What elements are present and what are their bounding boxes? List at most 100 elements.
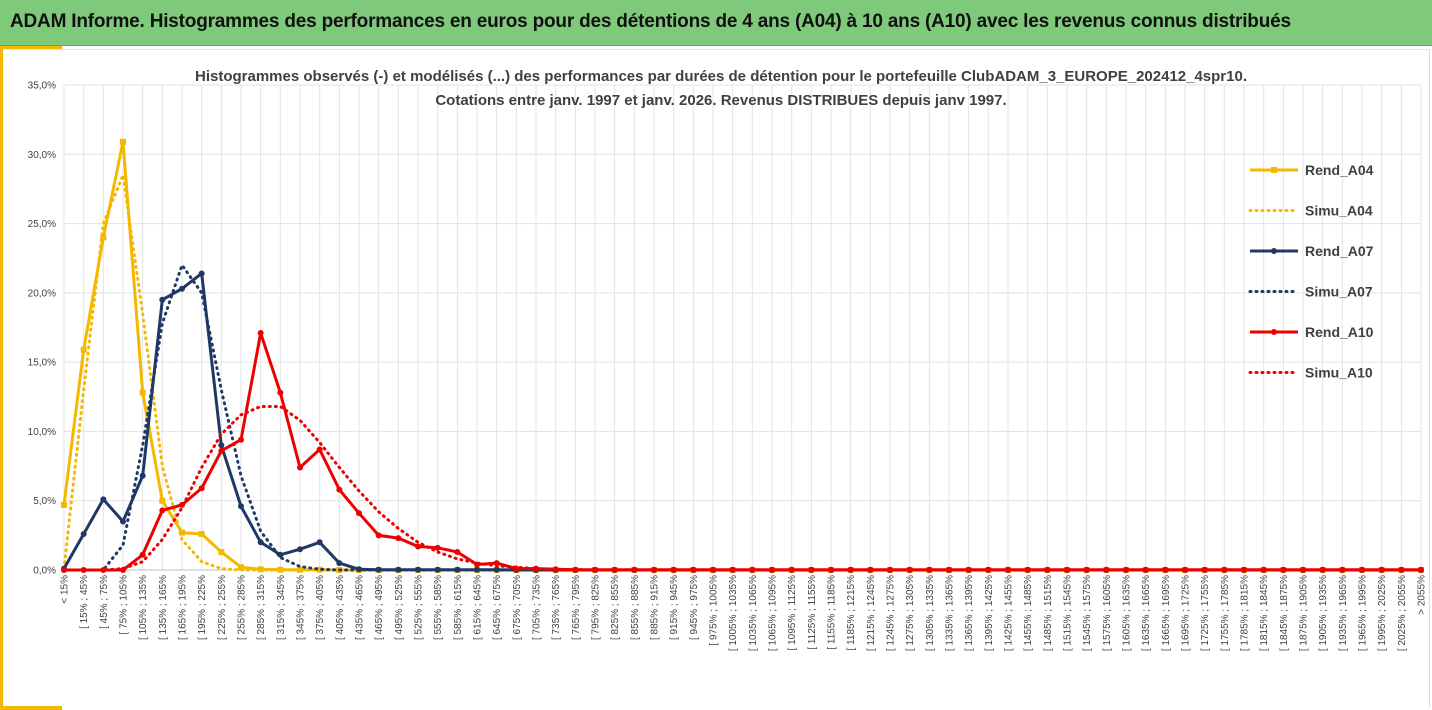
x-tick-label: [ 2025% ; 2055% bbox=[1397, 575, 1408, 651]
x-tick-label: [ 195% ; 225% bbox=[197, 575, 208, 640]
legend-label: Simu_A04 bbox=[1305, 203, 1373, 219]
x-tick-label: [ 915% ; 945% bbox=[669, 575, 680, 640]
x-tick-label: [ 825% ; 855% bbox=[610, 575, 621, 640]
x-tick-label: [ 1305% ; 1335% bbox=[925, 575, 936, 651]
x-tick-label: [ 1155% ; 1185% bbox=[827, 575, 838, 650]
data-point bbox=[297, 546, 303, 553]
data-point bbox=[100, 567, 107, 573]
data-point bbox=[120, 138, 126, 145]
x-tick-label: [ 435% ; 465% bbox=[355, 575, 366, 640]
chart-area: 0,0% 5,0% 10,0% 15,0% 20,0% 25,0% 30,0% 35,0% < … bbox=[3, 49, 1430, 707]
x-tick-label: [ 1455% ; 1485% bbox=[1023, 575, 1034, 651]
x-tick-label: [ 1935% ; 1965% bbox=[1338, 575, 1349, 651]
x-tick-label: [ 855% ; 885% bbox=[630, 575, 641, 640]
data-point bbox=[139, 389, 146, 396]
legend-marker bbox=[1271, 248, 1277, 254]
accent-bar-top bbox=[0, 46, 62, 49]
data-point bbox=[159, 507, 166, 514]
y-tick-label: 5,0% bbox=[33, 496, 56, 507]
x-tick-label: [ 1755% ; 1785% bbox=[1220, 575, 1231, 651]
x-tick-label: [ 1905% ; 1935% bbox=[1318, 575, 1329, 651]
x-tick-label: [ 1215% ; 1245% bbox=[866, 575, 877, 651]
series-line-simu-a04 bbox=[62, 173, 1423, 572]
data-point bbox=[415, 543, 421, 550]
x-tick-label: [ 165% ; 195% bbox=[178, 575, 189, 640]
x-tick-label: [ 225% ; 255% bbox=[217, 575, 228, 640]
x-tick-label: > 2055% bbox=[1417, 575, 1428, 615]
x-tick-label: [ 105% ; 135% bbox=[138, 575, 149, 640]
x-tick-label: [ 555% ; 585% bbox=[433, 575, 444, 640]
data-point bbox=[120, 518, 126, 525]
axes: 0,0% 5,0% 10,0% 15,0% 20,0% 25,0% 30,0% 35,0% < … bbox=[28, 81, 1428, 652]
x-tick-label: [ 1425% ; 1455% bbox=[1004, 575, 1015, 651]
series-line-simu-a10 bbox=[62, 404, 1423, 572]
chart-title-line: Histogrammes observés (-) et modélisés (… bbox=[195, 68, 1247, 85]
data-point bbox=[356, 510, 362, 517]
data-point bbox=[179, 529, 185, 536]
data-point bbox=[100, 234, 107, 241]
data-point bbox=[80, 346, 87, 353]
x-tick-label: [ 975% ; 1005% bbox=[709, 575, 720, 646]
x-tick-label: [ 1245% ; 1275% bbox=[886, 575, 897, 651]
data-point bbox=[218, 442, 225, 449]
x-tick-label: [ 1485% ; 1515% bbox=[1043, 575, 1054, 651]
data-point bbox=[257, 539, 264, 546]
data-point bbox=[297, 566, 303, 573]
data-point bbox=[297, 464, 303, 471]
data-point bbox=[257, 330, 264, 337]
x-tick-label: [ 495% ; 525% bbox=[394, 575, 405, 640]
data-point bbox=[179, 285, 185, 292]
x-tick-label: [ 945% ; 975% bbox=[689, 575, 700, 640]
data-point bbox=[336, 560, 343, 567]
x-tick-label: [ 135% ; 165% bbox=[158, 575, 169, 640]
x-tick-label: [ 45% ; 75% bbox=[99, 575, 110, 629]
data-point bbox=[1024, 566, 1031, 573]
data-point bbox=[139, 551, 146, 558]
x-tick-label: [ 765% ; 795% bbox=[571, 575, 582, 640]
x-tick-label: [ 465% ; 495% bbox=[374, 575, 385, 640]
x-tick-label: [ 525% ; 555% bbox=[414, 575, 425, 640]
x-tick-label: [ 675% ; 705% bbox=[512, 575, 523, 640]
data-point bbox=[61, 501, 67, 508]
y-tick-label: 30,0% bbox=[28, 150, 56, 161]
data-point bbox=[316, 539, 323, 546]
data-point bbox=[533, 565, 539, 572]
data-point bbox=[218, 548, 225, 555]
series-lines bbox=[61, 138, 1424, 573]
legend-label: Rend_A10 bbox=[1305, 324, 1374, 340]
x-tick-label: [ 1785% ; 1815% bbox=[1240, 575, 1251, 651]
legend-marker bbox=[1271, 329, 1277, 335]
x-tick-label: [ 1725% ; 1755% bbox=[1200, 575, 1211, 651]
x-tick-label: [ 1515% ; 1545% bbox=[1063, 575, 1074, 651]
x-tick-label: [ 1545% ; 1575% bbox=[1082, 575, 1093, 651]
x-tick-label: [ 285% ; 315% bbox=[256, 575, 267, 640]
x-tick-label: [ 1365% ; 1395% bbox=[964, 575, 975, 651]
data-point bbox=[139, 472, 146, 479]
x-tick-label: [ 1095% ; 1125% bbox=[787, 575, 798, 651]
report-title: ADAM Informe. Histogrammes des performan… bbox=[10, 11, 1291, 32]
x-tick-label: [ 705% ; 735% bbox=[532, 575, 543, 640]
data-point bbox=[100, 496, 107, 503]
data-point bbox=[277, 566, 284, 573]
histogram-chart: 0,0% 5,0% 10,0% 15,0% 20,0% 25,0% 30,0% 35,0% < … bbox=[28, 68, 1428, 652]
data-point bbox=[159, 497, 166, 504]
accent-bar-bottom bbox=[0, 706, 62, 710]
x-tick-label: [ 375% ; 405% bbox=[315, 575, 326, 640]
x-tick-label: [ 885% ; 915% bbox=[650, 575, 661, 640]
x-tick-label: [ 1005% ; 1035% bbox=[728, 575, 739, 651]
report-banner: ADAM Informe. Histogrammes des performan… bbox=[0, 0, 1432, 46]
x-tick-label: [ 1875% ; 1905% bbox=[1299, 575, 1310, 651]
x-tick-label: [ 1335% ; 1365% bbox=[945, 575, 956, 651]
x-tick-label: [ 1395% ; 1425% bbox=[984, 575, 995, 651]
x-tick-label: [ 255% ; 285% bbox=[237, 575, 248, 640]
x-tick-label: [ 615% ; 645% bbox=[473, 575, 484, 640]
x-tick-label: [ 1605% ; 1635% bbox=[1122, 575, 1133, 651]
x-tick-label: [ 1065% ; 1095% bbox=[768, 575, 779, 651]
x-tick-label: [ 795% ; 825% bbox=[591, 575, 602, 640]
data-point bbox=[493, 560, 500, 567]
x-tick-label: [ 1815% ; 1845% bbox=[1259, 575, 1270, 651]
data-point bbox=[1378, 566, 1385, 573]
data-point bbox=[670, 566, 677, 573]
grid bbox=[63, 84, 1422, 571]
data-point bbox=[454, 548, 461, 555]
